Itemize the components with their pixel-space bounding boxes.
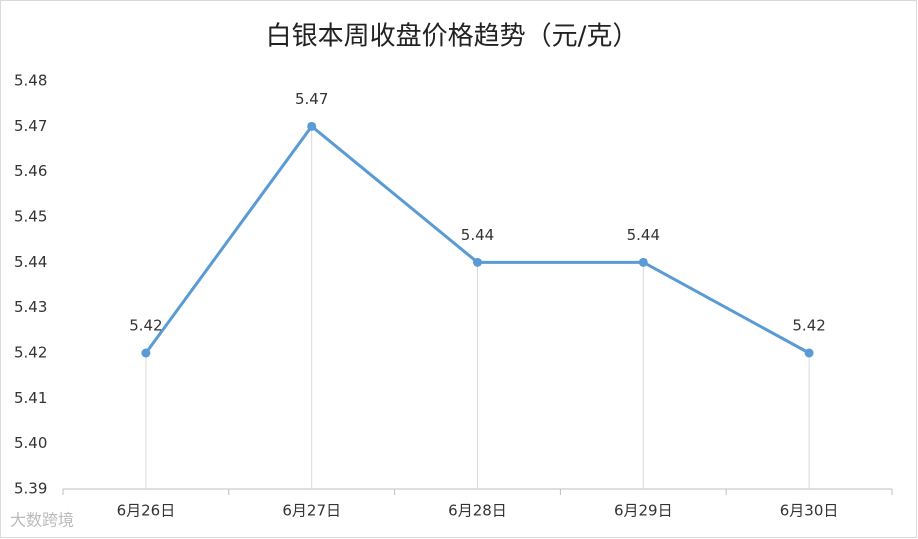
data-label: 5.44: [461, 226, 494, 244]
data-label: 5.42: [129, 317, 162, 335]
marker: [307, 121, 317, 131]
y-tick-label: 5.44: [14, 253, 47, 271]
x-tick-label: 6月28日: [448, 502, 507, 520]
watermark: 大数跨境: [10, 511, 74, 530]
chart-title: 白银本周收盘价格趋势（元/克）: [266, 22, 639, 52]
y-tick-label: 5.39: [14, 480, 47, 498]
data-label: 5.44: [627, 226, 660, 244]
data-label: 5.47: [295, 90, 328, 108]
y-tick-label: 5.40: [14, 434, 47, 452]
x-tick-label: 6月26日: [117, 502, 176, 520]
x-tick-label: 6月29日: [614, 502, 673, 520]
y-tick-label: 5.43: [14, 298, 47, 316]
y-tick-label: 5.41: [14, 389, 47, 407]
y-tick-label: 5.42: [14, 344, 47, 362]
x-tick-label: 6月27日: [282, 502, 341, 520]
y-tick-label: 5.45: [14, 208, 47, 226]
y-tick-label: 5.46: [14, 162, 47, 180]
x-tick-label: 6月30日: [780, 502, 839, 520]
y-tick-label: 5.48: [14, 72, 47, 90]
marker: [473, 257, 482, 267]
data-label: 5.42: [792, 317, 825, 335]
marker: [638, 257, 648, 267]
marker: [141, 348, 151, 358]
marker: [804, 348, 814, 358]
y-tick-label: 5.47: [14, 117, 47, 135]
